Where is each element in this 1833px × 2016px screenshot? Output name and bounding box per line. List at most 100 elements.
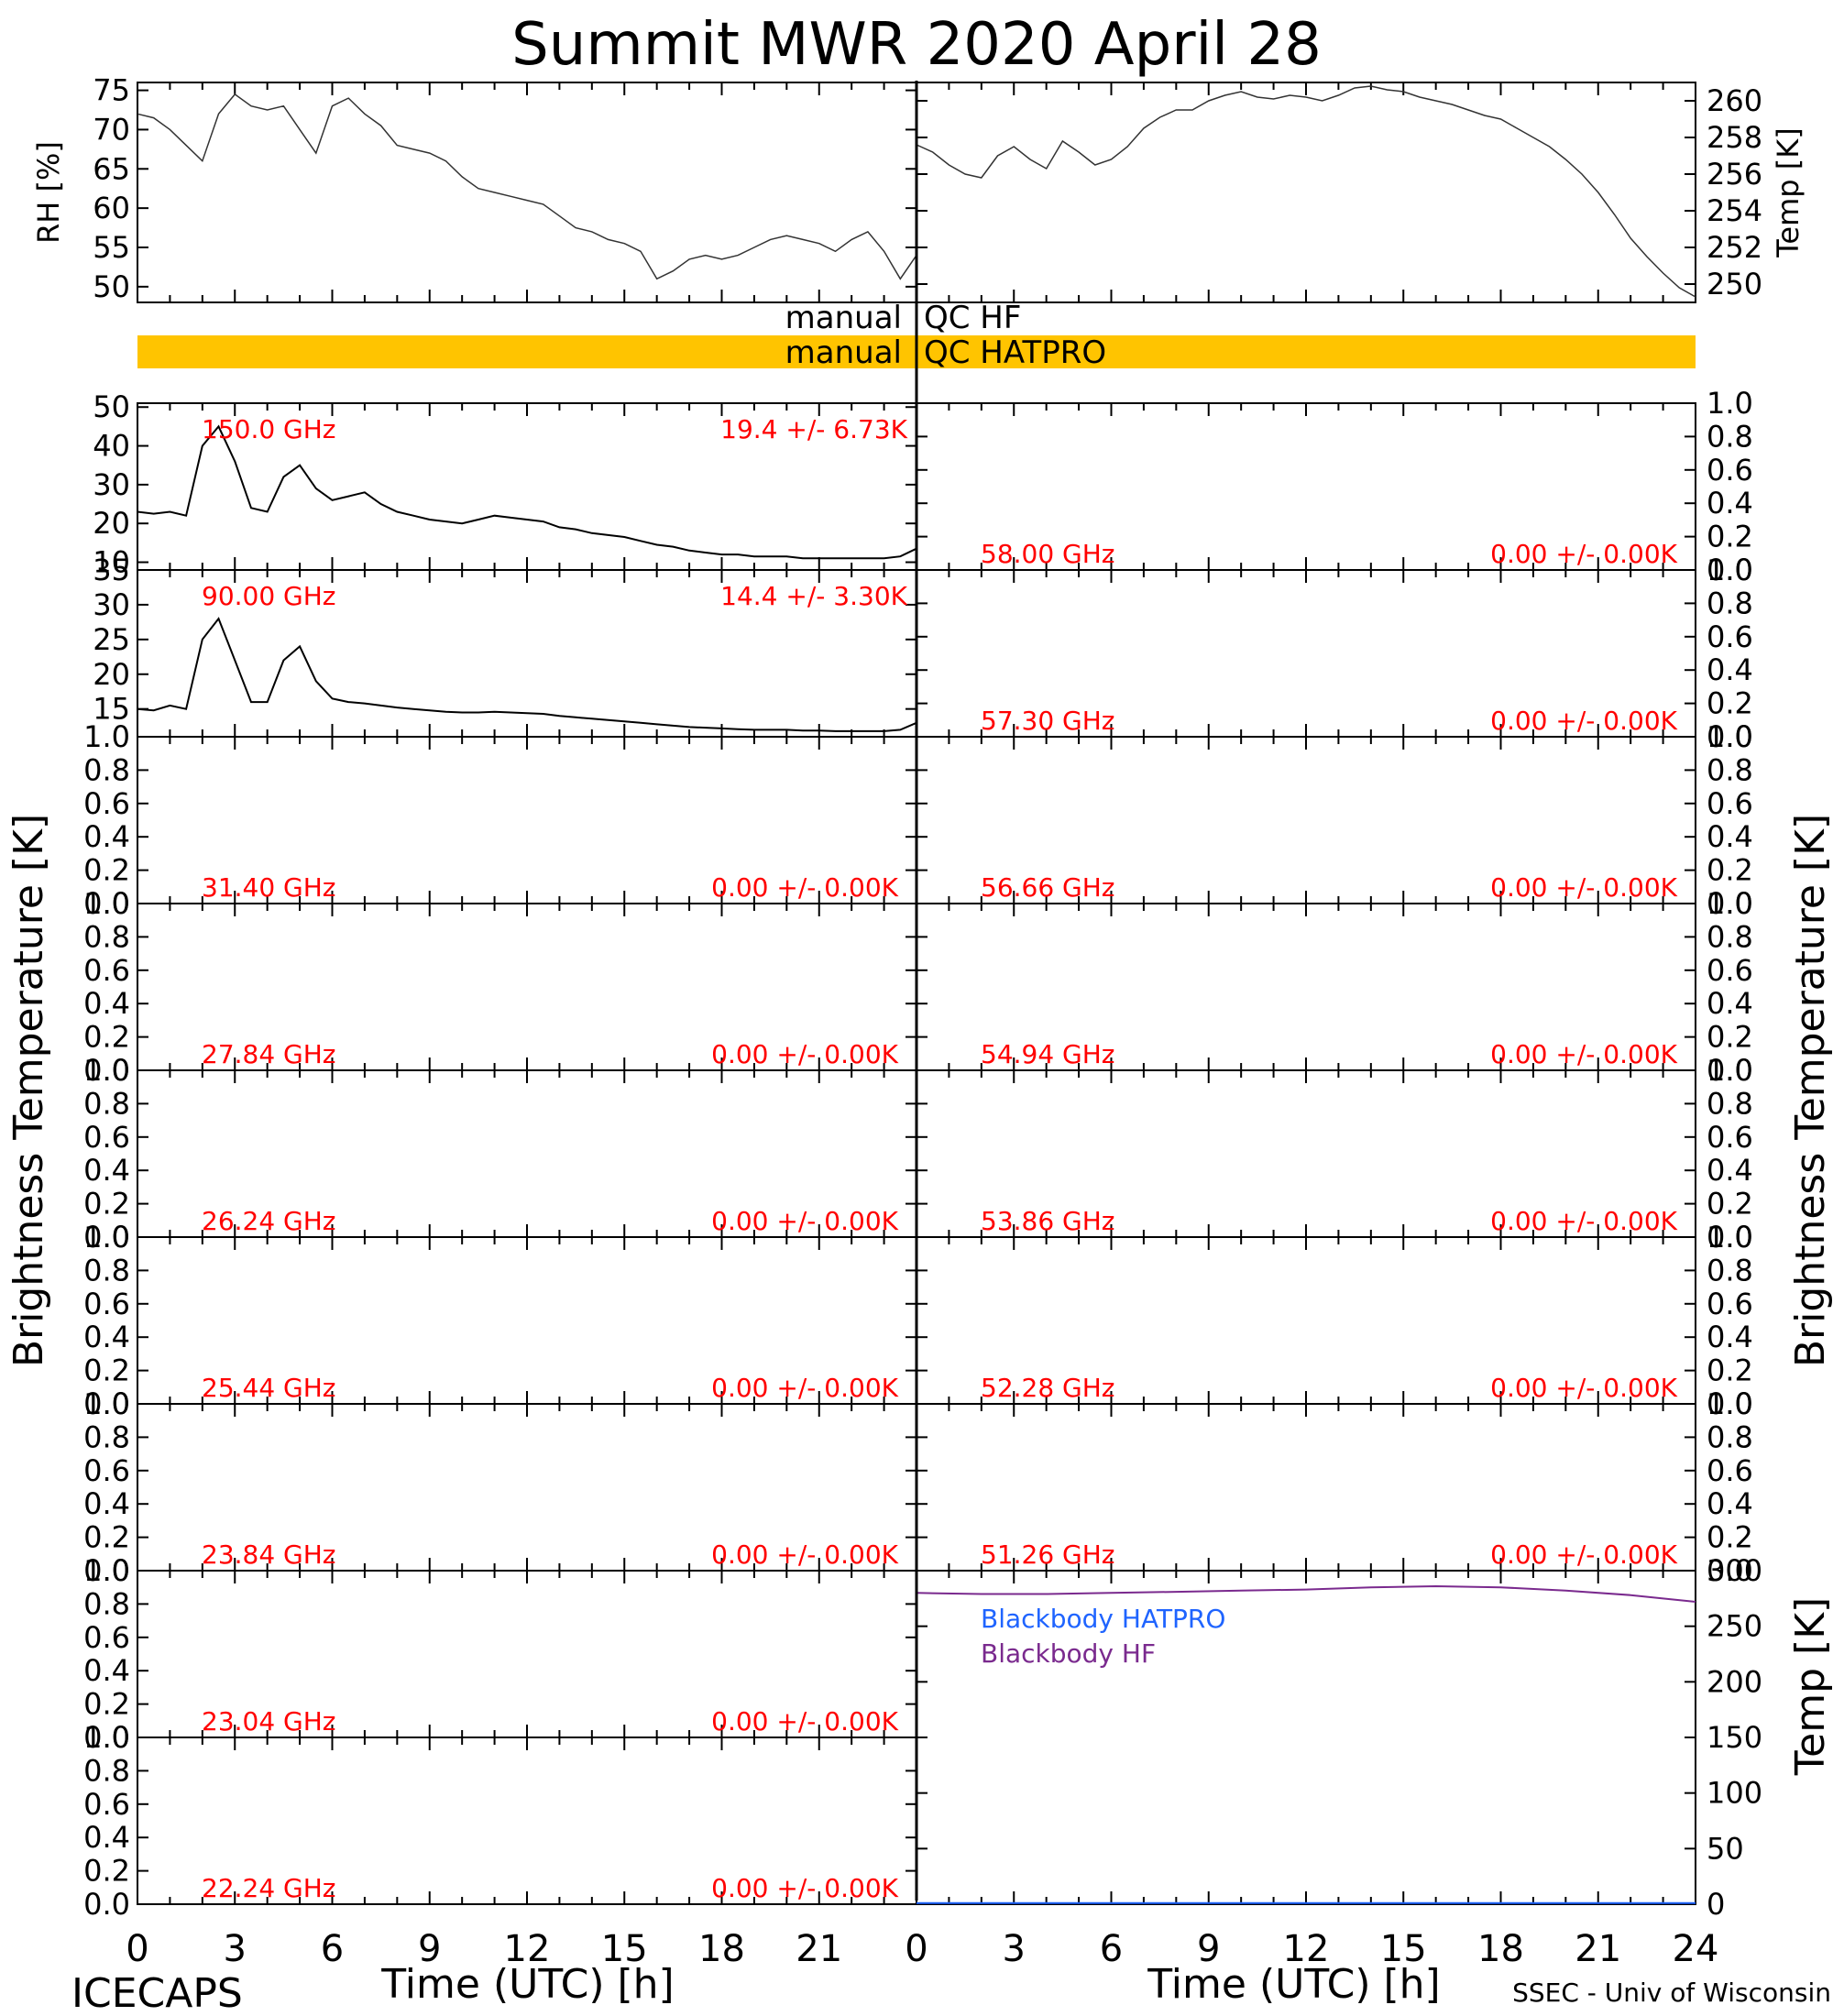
panel-right-3-ytick-label: 0.0 — [1707, 886, 1753, 921]
temp-panel-ytick-label: 258 — [1707, 120, 1762, 155]
blackbody-panel-ytick-label: 50 — [1707, 1831, 1744, 1866]
panel-right-4-stat-label: 0.00 +/- 0.00K — [1490, 1039, 1677, 1069]
panel-tb90-ytick-label: 25 — [93, 622, 130, 657]
panel-right-3-ytick-label: 0.8 — [1707, 752, 1753, 787]
panel-left-5-ytick-label: 1.0 — [83, 1053, 130, 1088]
panel-left-7-ytick-label: 0.0 — [83, 1553, 130, 1588]
panel-right-7-ytick-label: 0.2 — [1707, 1520, 1753, 1555]
temp-series-line — [916, 85, 1696, 298]
panel-right-1-stat-label: 0.00 +/- 0.00K — [1490, 539, 1677, 569]
panel-right-7-ytick-label: 1.0 — [1707, 1386, 1753, 1421]
x-tick-label-left: 21 — [796, 1928, 842, 1970]
panel-right-5-ytick-label: 0.6 — [1707, 1120, 1753, 1155]
panel-right-5-ytick-label: 1.0 — [1707, 1053, 1753, 1088]
panel-left-9-ytick-label: 0.0 — [83, 1887, 130, 1922]
panel-left-8-ytick-label: 1.0 — [83, 1553, 130, 1588]
legend-blackbody-hatpro: Blackbody HATPRO — [981, 1604, 1225, 1634]
panel-left-4-freq-label: 27.84 GHz — [202, 1039, 336, 1069]
panel-left-4-ytick-label: 0.8 — [83, 919, 130, 954]
panel-left-6-freq-label: 25.44 GHz — [202, 1373, 336, 1403]
x-tick-label-left: 6 — [321, 1928, 344, 1970]
panel-left-4-ytick-label: 0.4 — [83, 986, 130, 1021]
qc-hatpro-label-b: QC HATPRO — [924, 334, 1106, 371]
panel-left-5-ytick-label: 0.2 — [83, 1187, 130, 1222]
panel-left-9-ytick-label: 0.2 — [83, 1854, 130, 1889]
panel-left-4-ytick-label: 0.6 — [83, 953, 130, 988]
panel-right-4-ytick-label: 1.0 — [1707, 886, 1753, 921]
x-axis-label-left: Time (UTC) [h] — [380, 1961, 674, 2008]
temp-panel-ytick-label: 260 — [1707, 83, 1762, 118]
panel-right-7-ytick-label: 0.6 — [1707, 1453, 1753, 1488]
legend-blackbody-hf: Blackbody HF — [981, 1638, 1156, 1669]
panel-right-2-ytick-label: 0.6 — [1707, 619, 1753, 654]
panel-left-7-ytick-label: 1.0 — [83, 1386, 130, 1421]
panel-right-2-ytick-label: 1.0 — [1707, 553, 1753, 587]
panel-right-6-ytick-label: 0.4 — [1707, 1320, 1753, 1354]
footer-right: SSEC - Univ of Wisconsin — [1512, 1978, 1831, 2008]
panel-tb150-series-line — [137, 424, 917, 560]
panel-right-2-stat-label: 0.00 +/- 0.00K — [1490, 706, 1677, 736]
panel-left-7-freq-label: 23.84 GHz — [202, 1539, 336, 1570]
panel-left-8-stat-label: 0.00 +/- 0.00K — [711, 1706, 898, 1737]
x-tick-label-left: 15 — [601, 1928, 648, 1970]
temp-panel-frame — [916, 82, 1696, 303]
panel-left-3-ytick-label: 0.4 — [83, 819, 130, 854]
panel-right-1-ytick-label: 1.0 — [1707, 386, 1753, 421]
panel-left-5-stat-label: 0.00 +/- 0.00K — [711, 1206, 898, 1236]
panel-right-1-ytick-label: 0.4 — [1707, 486, 1753, 520]
panel-right-3-stat-label: 0.00 +/- 0.00K — [1490, 872, 1677, 903]
panel-right-6-ytick-label: 0.6 — [1707, 1287, 1753, 1321]
panel-left-5-ytick-label: 0.0 — [83, 1220, 130, 1255]
panel-tb90-ytick-label: 20 — [93, 657, 130, 692]
panel-right-6-ytick-label: 0.2 — [1707, 1353, 1753, 1388]
panel-right-6-freq-label: 52.28 GHz — [981, 1373, 1115, 1403]
panel-left-8-ytick-label: 0.2 — [83, 1687, 130, 1722]
panel-left-5-ytick-label: 0.8 — [83, 1086, 130, 1121]
panel-left-9-freq-label: 22.24 GHz — [202, 1873, 336, 1903]
x-tick-label-right: 18 — [1477, 1928, 1524, 1970]
panel-right-3-ytick-label: 0.6 — [1707, 786, 1753, 821]
temp-panel-ytick-label: 250 — [1707, 267, 1762, 301]
panel-left-8-freq-label: 23.04 GHz — [202, 1706, 336, 1737]
panel-right-4-ytick-label: 0.2 — [1707, 1020, 1753, 1055]
rh-axis-label: RH [%] — [31, 141, 66, 244]
panel-right-2-ytick-label: 0.2 — [1707, 686, 1753, 721]
panel-left-9-stat-label: 0.00 +/- 0.00K — [711, 1873, 898, 1903]
x-tick-label-right: 12 — [1283, 1928, 1330, 1970]
panel-tb90-ytick-label: 15 — [93, 692, 130, 727]
panel-right-5-ytick-label: 0.8 — [1707, 1086, 1753, 1121]
right-side-label: Brightness Temperature [K] — [1787, 814, 1833, 1367]
panel-tb150-ytick-label: 50 — [93, 389, 130, 424]
panel-tb150-ytick-label: 40 — [93, 429, 130, 464]
panel-left-4-ytick-label: 0.2 — [83, 1020, 130, 1055]
rh-panel-ytick-label: 55 — [93, 230, 130, 265]
panel-left-7-ytick-label: 0.4 — [83, 1486, 130, 1521]
panel-left-3-ytick-label: 0.6 — [83, 786, 130, 821]
panel-left-8-ytick-label: 0.6 — [83, 1620, 130, 1655]
panel-right-2-ytick-label: 0.4 — [1707, 652, 1753, 687]
panel-left-3-ytick-label: 0.0 — [83, 886, 130, 921]
chart-title: Summit MWR 2020 April 28 — [511, 11, 1322, 79]
panel-right-3-freq-label: 56.66 GHz — [981, 872, 1115, 903]
x-tick-label-right: 21 — [1575, 1928, 1621, 1970]
panel-right-4-freq-label: 54.94 GHz — [981, 1039, 1115, 1069]
panel-left-3-ytick-label: 0.2 — [83, 853, 130, 888]
x-tick-label-left: 18 — [698, 1928, 745, 1970]
panel-right-3-ytick-label: 0.2 — [1707, 853, 1753, 888]
blackbody-hf-line — [916, 1584, 1696, 1603]
panel-tb150-ytick-label: 20 — [93, 506, 130, 541]
panel-left-9-ytick-label: 0.4 — [83, 1820, 130, 1855]
panel-left-6-ytick-label: 0.2 — [83, 1353, 130, 1388]
panel-left-5-ytick-label: 0.4 — [83, 1153, 130, 1188]
panel-left-7-ytick-label: 0.2 — [83, 1520, 130, 1555]
panel-right-7-stat-label: 0.00 +/- 0.00K — [1490, 1539, 1677, 1570]
panel-right-6-ytick-label: 1.0 — [1707, 1220, 1753, 1255]
x-tick-label-right: 24 — [1673, 1928, 1719, 1970]
panel-tb150-stat-label: 19.4 +/- 6.73K — [720, 414, 907, 444]
panel-left-6-ytick-label: 1.0 — [83, 1220, 130, 1255]
panel-left-9-ytick-label: 0.8 — [83, 1753, 130, 1788]
rh-panel-ytick-label: 70 — [93, 112, 130, 147]
panel-left-8-ytick-label: 0.4 — [83, 1653, 130, 1688]
panel-right-3-ytick-label: 0.4 — [1707, 819, 1753, 854]
panel-left-5-freq-label: 26.24 GHz — [202, 1206, 336, 1236]
